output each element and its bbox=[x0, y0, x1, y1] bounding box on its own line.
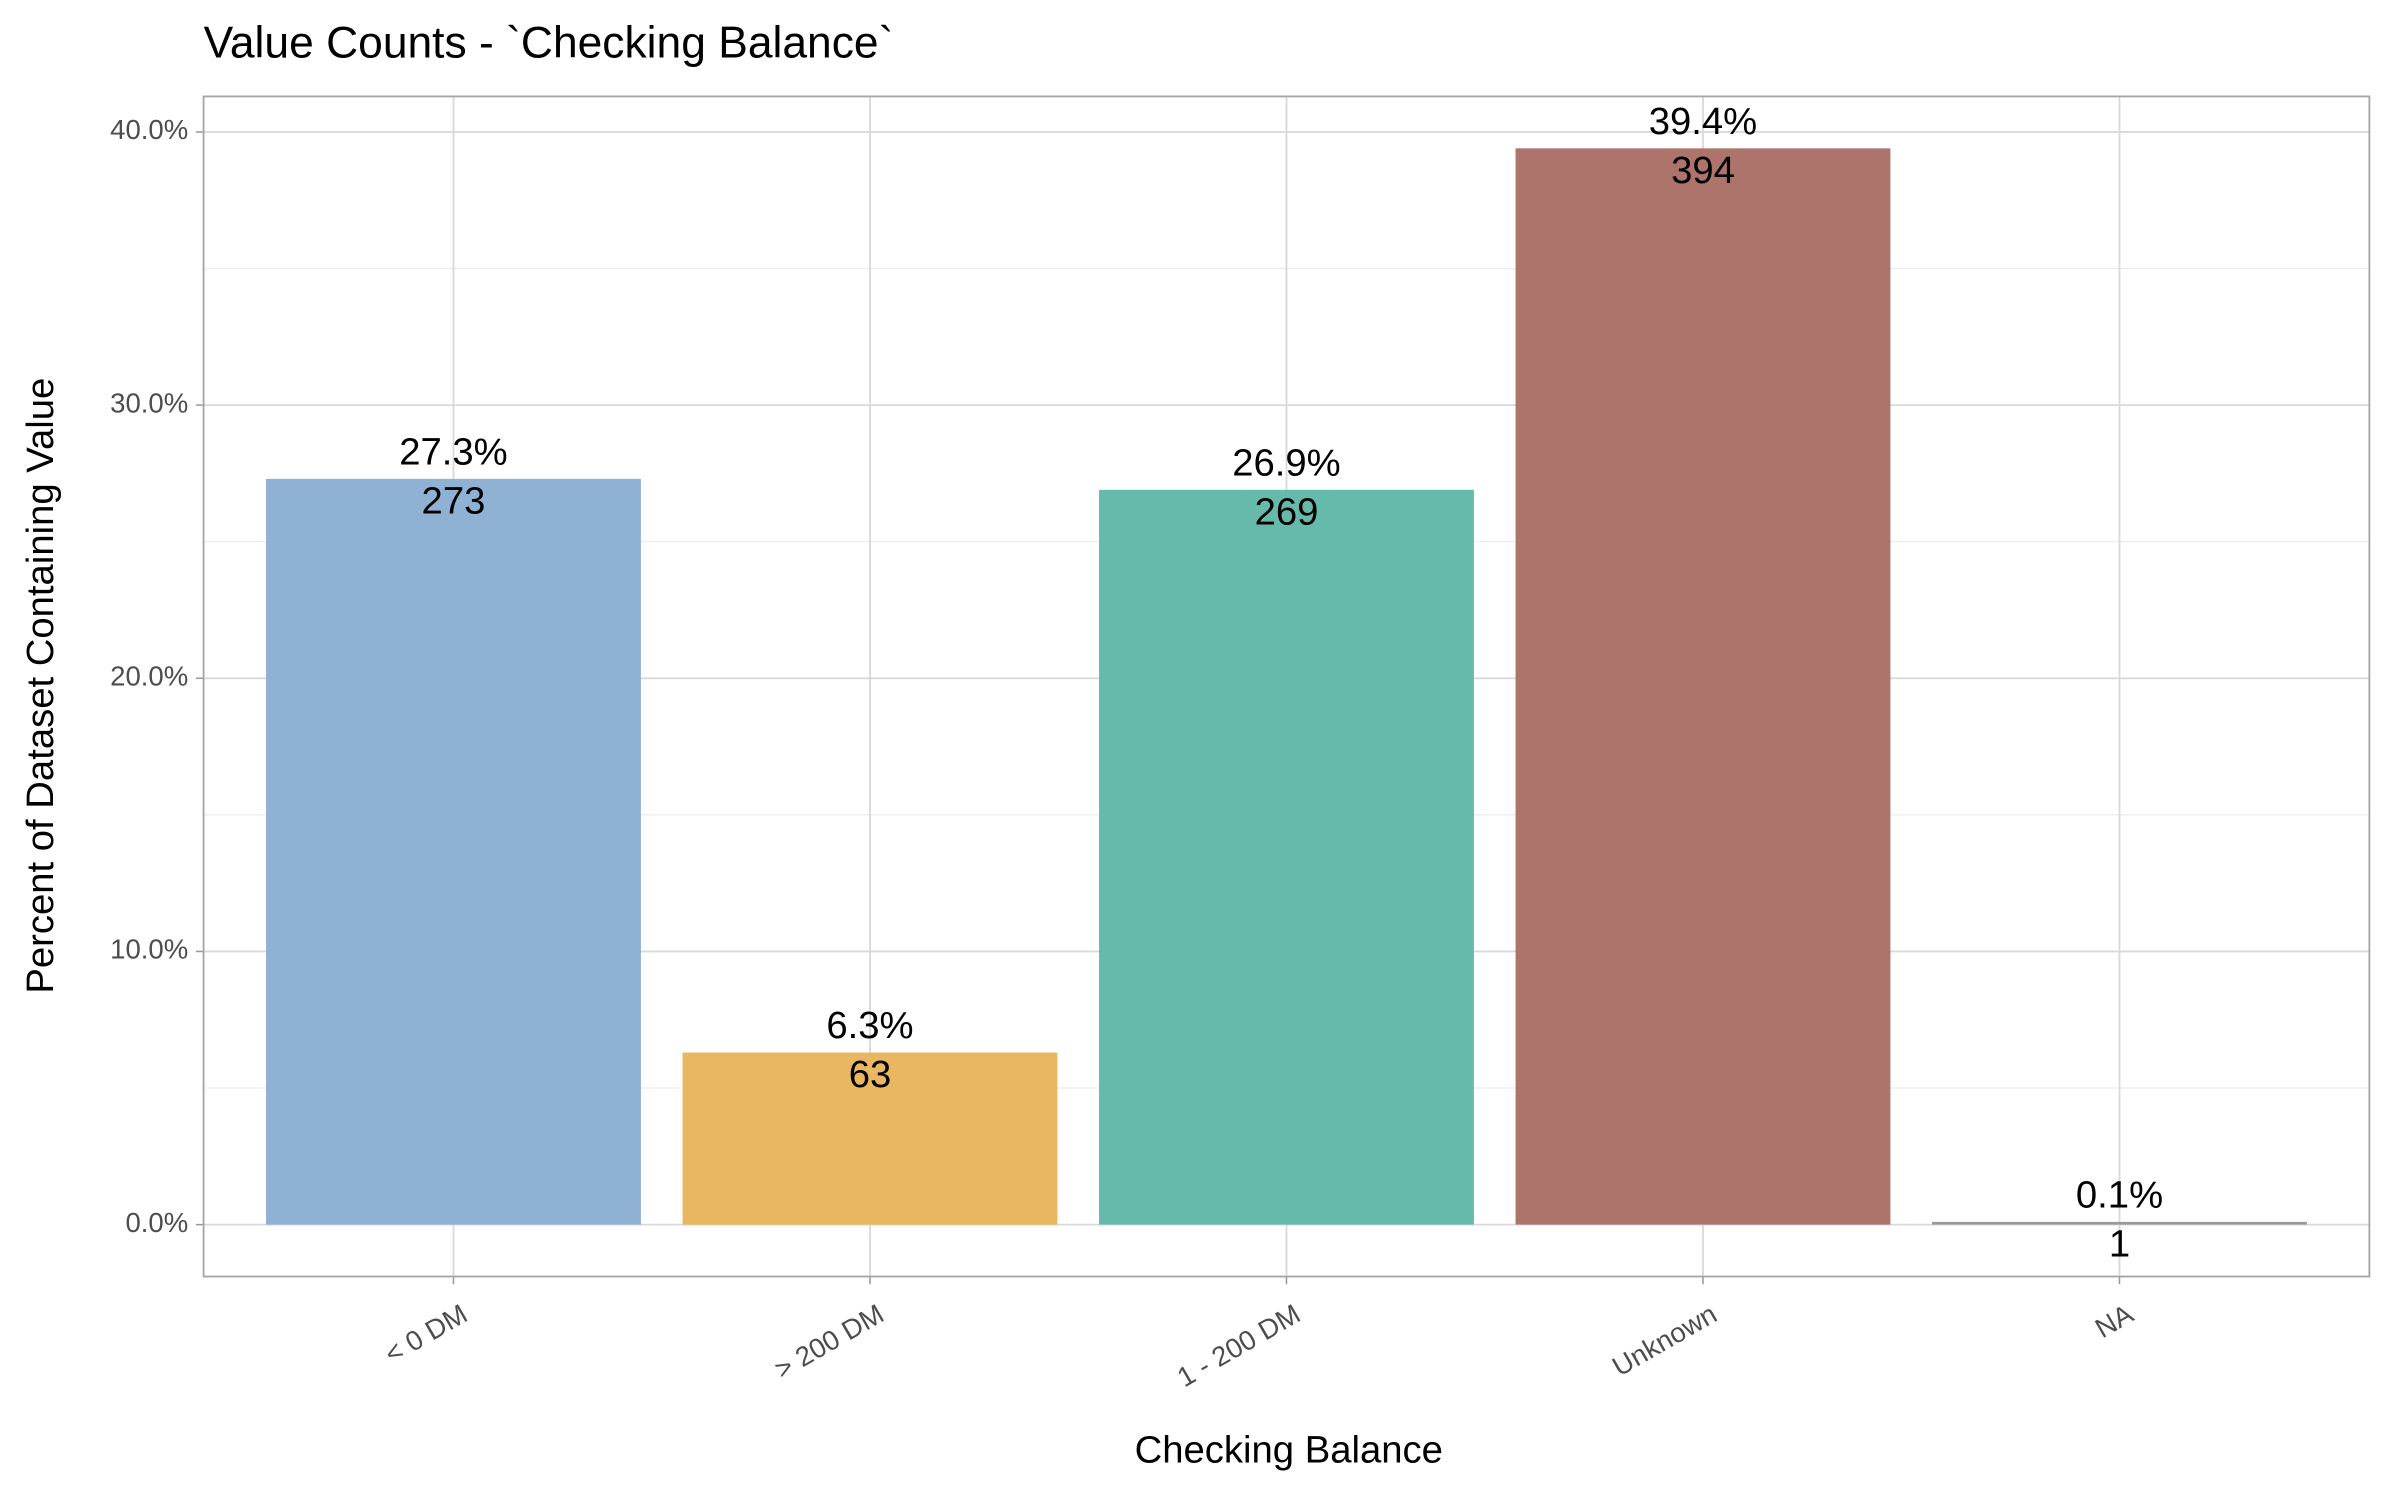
plot-border bbox=[202, 95, 2371, 1278]
chart-title: Value Counts - `Checking Balance` bbox=[204, 19, 894, 68]
value-label: 26.9% bbox=[1232, 441, 1340, 484]
count-label: 273 bbox=[422, 479, 486, 522]
bar bbox=[1932, 1221, 2307, 1225]
x-tick-label: NA bbox=[2090, 1298, 2139, 1344]
count-label: 394 bbox=[1671, 149, 1735, 192]
x-axis-title: Checking Balance bbox=[1135, 1429, 1443, 1472]
value-label: 0.1% bbox=[2076, 1174, 2163, 1217]
y-tick-label: 20.0% bbox=[110, 661, 188, 692]
y-axis-title: Percent of Dataset Containing Value bbox=[19, 378, 62, 994]
value-label: 39.4% bbox=[1649, 100, 1757, 143]
count-label: 269 bbox=[1255, 490, 1319, 533]
y-tick-label: 10.0% bbox=[110, 934, 188, 965]
count-label: 1 bbox=[2109, 1222, 2130, 1265]
y-tick-label: 0.0% bbox=[125, 1207, 188, 1238]
x-tick-label: 1 - 200 DM bbox=[1172, 1298, 1306, 1393]
y-tick-label: 30.0% bbox=[110, 387, 188, 418]
value-label: 27.3% bbox=[399, 430, 507, 473]
bar bbox=[266, 478, 641, 1225]
x-tick-label: > 200 DM bbox=[769, 1298, 889, 1385]
x-tick-label: Unknown bbox=[1607, 1298, 1722, 1382]
bar bbox=[682, 1052, 1058, 1225]
y-tick-label: 40.0% bbox=[110, 114, 188, 145]
x-tick-label: < 0 DM bbox=[379, 1298, 472, 1370]
bar bbox=[1099, 489, 1474, 1225]
value-label: 6.3% bbox=[826, 1004, 913, 1047]
count-label: 63 bbox=[849, 1053, 892, 1096]
bar bbox=[1515, 148, 1891, 1225]
